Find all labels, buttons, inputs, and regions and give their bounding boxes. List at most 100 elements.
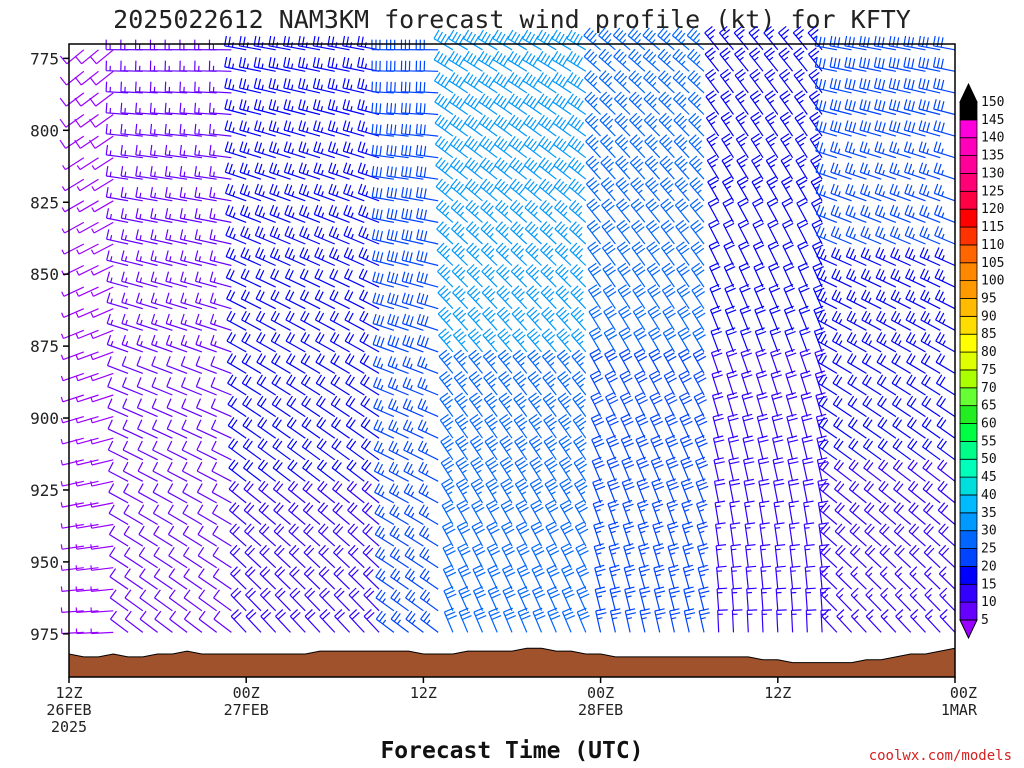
wind-barb — [239, 162, 262, 180]
wind-barb — [120, 102, 143, 116]
wind-barb — [892, 417, 912, 439]
wind-barb — [591, 435, 605, 461]
wind-barb — [888, 35, 911, 51]
colorbar-label: 145 — [981, 113, 1004, 128]
wind-barb — [555, 306, 572, 331]
wind-barb — [721, 176, 735, 202]
wind-barb — [890, 268, 911, 288]
wind-barb — [274, 587, 291, 612]
wind-barb — [344, 289, 365, 310]
wind-barb — [167, 525, 188, 547]
wind-barb — [906, 395, 926, 418]
wind-barb — [893, 523, 912, 547]
wind-barb — [75, 372, 99, 382]
wind-barb — [525, 242, 542, 266]
wind-barb — [775, 587, 787, 611]
wind-barb — [874, 120, 897, 137]
wind-barb — [558, 435, 572, 461]
wind-barb — [210, 334, 232, 353]
wind-barb — [642, 48, 661, 72]
wind-barb — [938, 523, 956, 547]
wind-barb — [530, 499, 544, 525]
wind-barb — [419, 568, 439, 590]
wind-barb — [139, 589, 158, 612]
wind-barb — [388, 419, 409, 439]
wind-barb — [617, 305, 632, 331]
wind-barb — [404, 546, 424, 569]
wind-barb — [647, 284, 661, 310]
wind-barb — [680, 456, 694, 482]
wind-barb — [166, 440, 188, 461]
wind-barb — [713, 478, 726, 504]
wind-barb — [514, 435, 528, 461]
wind-barb — [815, 183, 838, 202]
wind-barb — [557, 392, 572, 417]
wind-barb — [675, 241, 690, 266]
wind-barb — [463, 93, 483, 115]
wind-barb — [627, 27, 646, 51]
wind-barb — [196, 419, 217, 439]
wind-barb — [239, 204, 262, 223]
wind-barb — [553, 178, 572, 202]
wind-barb — [287, 438, 306, 461]
wind-barb — [937, 459, 956, 482]
wind-barb — [803, 522, 815, 547]
wind-barb — [848, 438, 867, 461]
wind-barb — [833, 459, 852, 482]
wind-barb — [181, 461, 203, 482]
wind-barb — [918, 56, 941, 72]
wind-barb — [480, 242, 498, 266]
wind-barb — [164, 166, 188, 180]
wind-barb — [285, 289, 306, 310]
colorbar-swatch — [959, 601, 978, 621]
wind-barb — [342, 162, 365, 180]
wind-barb — [598, 27, 616, 51]
wind-barb — [774, 544, 786, 568]
wind-barb — [821, 587, 838, 612]
wind-barb — [909, 566, 926, 590]
wind-barb — [739, 327, 752, 353]
wind-barb — [705, 90, 720, 115]
wind-barb — [895, 609, 912, 633]
wind-barb — [468, 349, 483, 374]
wind-barb — [121, 292, 143, 310]
wind-barb — [318, 544, 336, 569]
wind-barb — [371, 186, 395, 202]
wind-barb — [91, 221, 114, 234]
wind-barb — [288, 502, 306, 525]
wind-barb — [759, 522, 770, 547]
wind-barb — [314, 289, 336, 310]
wind-barb — [90, 329, 114, 340]
wind-barb — [60, 586, 84, 592]
wind-barb — [75, 394, 99, 403]
wind-barb — [373, 440, 395, 461]
wind-barb — [434, 93, 454, 115]
wind-barb — [748, 25, 764, 51]
wind-barb — [553, 136, 572, 159]
wind-barb — [878, 480, 897, 504]
wind-barb — [150, 229, 173, 245]
wind-barb — [283, 56, 306, 72]
wind-barb — [632, 305, 647, 331]
wind-barb — [182, 525, 203, 547]
wind-barb — [297, 35, 321, 51]
wind-barb — [570, 306, 587, 331]
wind-barb — [328, 226, 350, 245]
wind-barb — [315, 374, 336, 396]
wind-barb — [268, 56, 291, 72]
wind-barb — [105, 208, 129, 223]
wind-barb — [938, 566, 956, 590]
wind-barb — [765, 133, 779, 159]
wind-barb — [589, 348, 603, 374]
wind-barb — [544, 499, 559, 525]
wind-barb — [686, 27, 705, 51]
wind-barb — [283, 141, 306, 159]
wind-barb — [657, 70, 675, 94]
wind-barb — [758, 500, 770, 525]
wind-barb — [561, 564, 575, 590]
wind-barb — [593, 521, 605, 547]
wind-barb — [683, 586, 695, 611]
wind-barb — [312, 56, 335, 72]
wind-barb — [736, 154, 749, 180]
wind-barb — [522, 93, 542, 115]
